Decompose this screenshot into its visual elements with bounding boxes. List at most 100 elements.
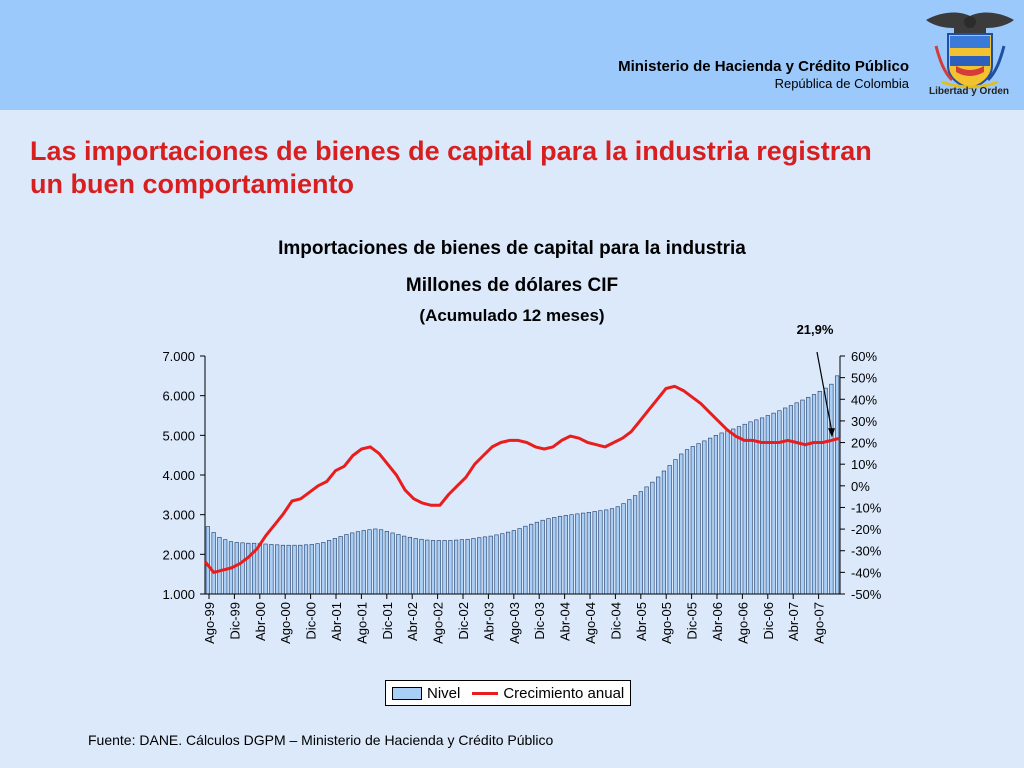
- x-tick-label: Abr-00: [253, 602, 268, 641]
- bar-nivel: [811, 394, 817, 595]
- x-tick-label: Dic-06: [761, 602, 776, 640]
- x-tick-label: Ago-01: [354, 602, 369, 644]
- bar-nivel: [615, 506, 620, 595]
- bar-nivel: [373, 528, 378, 595]
- y-right-tick-label: 40%: [851, 392, 877, 407]
- bar-nivel: [638, 491, 643, 595]
- bar-nivel: [806, 396, 811, 595]
- bar-nivel: [442, 540, 447, 595]
- bar-nivel: [321, 542, 326, 595]
- x-tick-label: Abr-04: [558, 602, 573, 641]
- bar-nivel: [217, 536, 222, 595]
- bar-nivel: [731, 428, 736, 595]
- bar-nivel: [736, 426, 742, 595]
- bar-nivel: [667, 465, 672, 595]
- bar-nivel: [505, 531, 511, 595]
- x-tick-label: Ago-07: [812, 602, 827, 644]
- ministry-block: Ministerio de Hacienda y Crédito Público…: [618, 58, 909, 92]
- bar-nivel: [361, 530, 366, 595]
- bar-nivel: [511, 530, 516, 595]
- bar-nivel: [546, 518, 551, 595]
- bar-nivel: [263, 543, 268, 595]
- x-tick-label: Dic-99: [227, 602, 242, 640]
- bar-nivel: [800, 399, 805, 595]
- bar-nivel: [280, 544, 286, 595]
- y-right-tick-label: 20%: [851, 436, 877, 451]
- y-left-tick-label: 6.000: [162, 389, 195, 404]
- bar-nivel: [529, 523, 534, 595]
- bar-nivel: [211, 532, 216, 595]
- chart-note: (Acumulado 12 meses): [419, 306, 605, 325]
- y-right-tick-label: 0%: [851, 479, 870, 494]
- x-tick-label: Ago-04: [583, 602, 598, 644]
- bar-nivel: [350, 532, 355, 595]
- bar-nivel: [523, 525, 528, 595]
- bar-nivel: [829, 383, 834, 595]
- y-right-tick-label: -40%: [851, 565, 882, 580]
- annotation-arrowhead: [828, 428, 835, 438]
- bar-nivel: [771, 412, 776, 595]
- bar-nivel: [517, 528, 522, 595]
- bar-nivel: [477, 537, 482, 595]
- x-tick-label: Ago-02: [431, 602, 446, 644]
- legend-line-swatch: [472, 691, 499, 695]
- bar-nivel: [234, 542, 239, 595]
- bar-nivel: [338, 536, 343, 595]
- bar-nivel: [823, 387, 828, 595]
- bar-nivel: [650, 481, 655, 595]
- bar-nivel: [286, 544, 291, 595]
- x-tick-label: Ago-06: [735, 602, 750, 644]
- annotation-label: 21,9%: [797, 322, 834, 337]
- header-band: [0, 0, 1024, 110]
- bar-nivel: [378, 529, 384, 595]
- bar-nivel: [632, 495, 638, 595]
- bar-nivel: [627, 499, 632, 595]
- bar-nivel: [540, 519, 545, 595]
- bar-nivel: [223, 539, 228, 595]
- bar-nivel: [719, 432, 724, 595]
- y-right-tick-label: 50%: [851, 371, 877, 386]
- bar-nivel: [557, 515, 563, 595]
- x-tick-label: Dic-03: [532, 602, 547, 640]
- chart-subtitle: Millones de dólares CIF: [405, 275, 619, 296]
- x-tick-label: Abr-05: [634, 602, 649, 641]
- bar-nivel: [448, 540, 453, 595]
- bar-nivel: [575, 513, 580, 595]
- bar-nivel: [488, 535, 493, 595]
- bar-nivel: [586, 511, 591, 595]
- bar-nivel: [609, 508, 615, 595]
- bar-nivel: [754, 419, 759, 595]
- x-tick-label: Dic-05: [685, 602, 700, 640]
- y-left-tick-label: 2.000: [162, 547, 195, 562]
- bar-nivel: [748, 421, 753, 595]
- bar-nivel: [419, 538, 424, 595]
- ministry-name: Ministerio de Hacienda y Crédito Público: [618, 58, 909, 75]
- bar-nivel: [569, 514, 574, 595]
- x-tick-label: Abr-06: [710, 602, 725, 641]
- y-right-tick-label: -20%: [851, 522, 882, 537]
- bar-nivel: [384, 531, 389, 595]
- y-left-tick-label: 4.000: [162, 468, 195, 483]
- chart-title: Importaciones de bienes de capital para …: [278, 238, 746, 259]
- bar-nivel: [534, 521, 540, 595]
- bar-nivel: [327, 540, 332, 595]
- annotation-arrow: [816, 351, 833, 433]
- x-tick-label: Dic-02: [456, 602, 471, 640]
- bar-nivel: [465, 538, 470, 595]
- bar-nivel: [367, 529, 372, 595]
- bar-nivel: [436, 540, 441, 595]
- y-right-tick-label: -30%: [851, 544, 882, 559]
- bar-nivel: [759, 417, 765, 595]
- x-tick-label: Dic-01: [380, 602, 395, 640]
- x-tick-label: Dic-04: [608, 602, 623, 640]
- x-tick-label: Ago-03: [507, 602, 522, 644]
- bar-nivel: [783, 407, 788, 595]
- x-tick-label: Ago-00: [278, 602, 293, 644]
- bar-nivel: [413, 538, 418, 595]
- y-left-tick-label: 1.000: [162, 587, 195, 602]
- bar-nivel: [430, 540, 436, 595]
- bar-nivel: [563, 515, 568, 595]
- motto: Libertad y Orden: [928, 86, 1009, 97]
- legend-label-nivel: Nivel: [427, 684, 461, 702]
